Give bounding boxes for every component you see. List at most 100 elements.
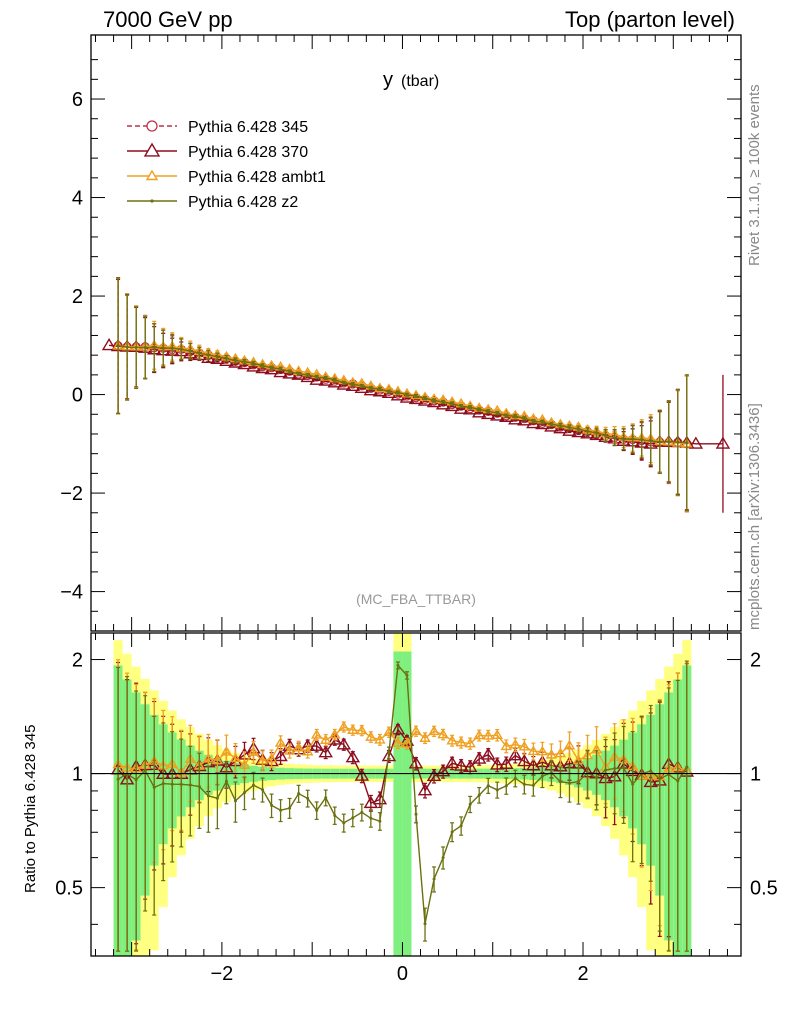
- ratio-data-point: [333, 813, 337, 817]
- ratio-data-point: [390, 722, 406, 735]
- ratio-data-point: [649, 769, 653, 773]
- data-point: [432, 399, 436, 403]
- data-point: [215, 355, 219, 359]
- ratio-data-point: [315, 808, 319, 812]
- ratio-data-point: [405, 673, 409, 677]
- ratio-data-point: [482, 729, 494, 740]
- ratio-data-point: [437, 728, 449, 739]
- ratio-data-point: [265, 752, 278, 763]
- data-point: [306, 373, 310, 377]
- ratio-data-point: [220, 745, 233, 756]
- ratio-data-point: [229, 752, 242, 763]
- ratio-data-point: [622, 766, 626, 770]
- ratio-data-point: [256, 754, 269, 765]
- data-point: [513, 414, 517, 418]
- ratio-data-point: [324, 796, 328, 800]
- ratio-data-point: [459, 824, 463, 828]
- legend-label: Pythia 6.428 ambt1: [188, 169, 326, 186]
- data-point: [567, 425, 571, 429]
- x-tick-label: 0: [397, 963, 408, 985]
- data-point: [504, 414, 508, 418]
- ratio-data-point: [477, 793, 481, 797]
- ratio-data-point: [297, 792, 301, 796]
- data-point: [423, 396, 427, 400]
- main-title: y: [383, 69, 393, 91]
- ratio-stat-band: [393, 651, 403, 956]
- ratio-data-point: [499, 756, 514, 769]
- x-tick-label: −2: [210, 963, 233, 985]
- data-point: [270, 366, 274, 370]
- data-point: [201, 350, 216, 363]
- data-point: [595, 431, 599, 435]
- data-point: [360, 384, 364, 388]
- main-y-tick-label: 4: [72, 188, 83, 210]
- data-point: [297, 372, 301, 376]
- ratio-y-tick-label: 1: [72, 764, 83, 786]
- data-point: [586, 429, 590, 433]
- ratio-data-point: [419, 732, 431, 742]
- data-point: [152, 346, 156, 350]
- data-point: [179, 347, 183, 351]
- ratio-data-point: [224, 779, 228, 783]
- ratio-data-point: [536, 745, 549, 756]
- header-observable: Top (parton level): [565, 7, 735, 32]
- data-point: [410, 389, 422, 400]
- data-point: [125, 345, 129, 349]
- ratio-data-point: [508, 748, 523, 761]
- main-y-tick-label: 6: [72, 89, 83, 111]
- data-point: [540, 420, 544, 424]
- ratio-data-point: [242, 791, 246, 795]
- ratio-data-point: [446, 734, 458, 745]
- data-point: [571, 424, 586, 438]
- data-point: [224, 356, 228, 360]
- data-point: [419, 391, 431, 402]
- ratio-data-point: [206, 794, 210, 798]
- ratio-data-point: [526, 758, 541, 771]
- mcplots-credit-label: mcplots.cern.ch [arXiv:1306.3436]: [746, 403, 763, 630]
- ratio-data-point: [685, 765, 689, 769]
- data-point: [279, 367, 283, 371]
- ratio-data-point: [631, 782, 635, 786]
- ratio-data-point: [432, 877, 436, 881]
- data-point: [261, 364, 265, 368]
- ratio-data-point: [522, 782, 526, 786]
- ratio-data-point: [188, 783, 192, 787]
- ratio-data-point: [318, 745, 333, 758]
- data-point: [206, 353, 210, 357]
- ratio-data-point: [301, 745, 314, 756]
- series-line: [117, 344, 687, 444]
- data-point: [134, 346, 138, 350]
- ratio-data-point: [369, 816, 373, 820]
- ratio-data-point: [143, 768, 147, 772]
- data-point: [649, 439, 653, 443]
- ratio-data-point: [345, 750, 361, 763]
- data-point: [509, 409, 522, 420]
- ratio-data-point: [347, 724, 359, 734]
- ratio-data-point: [531, 783, 535, 787]
- ratio-data-point: [455, 736, 467, 747]
- series-line: [118, 344, 687, 445]
- ratio-data-point: [468, 802, 472, 806]
- ratio-series-2: [116, 660, 689, 952]
- data-point: [252, 361, 255, 365]
- data-point: [351, 382, 355, 386]
- data-point: [441, 400, 445, 404]
- legend-label: Pythia 6.428 345: [188, 119, 308, 136]
- ratio-data-point: [215, 796, 219, 800]
- data-point: [486, 409, 490, 413]
- ratio-data-point: [444, 755, 460, 769]
- data-point: [188, 349, 192, 353]
- ratio-data-point: [363, 795, 379, 809]
- data-point: [273, 364, 288, 378]
- data-point: [372, 384, 388, 397]
- data-point: [604, 434, 608, 438]
- main-y-tick-label: 0: [72, 385, 83, 407]
- ratio-data-point: [545, 748, 558, 759]
- ratio-data-point: [134, 778, 138, 782]
- data-point: [197, 351, 201, 355]
- ratio-plot-frame: [90, 632, 742, 957]
- data-point: [667, 440, 671, 444]
- main-series-layer: [101, 277, 731, 513]
- data-point: [577, 427, 580, 431]
